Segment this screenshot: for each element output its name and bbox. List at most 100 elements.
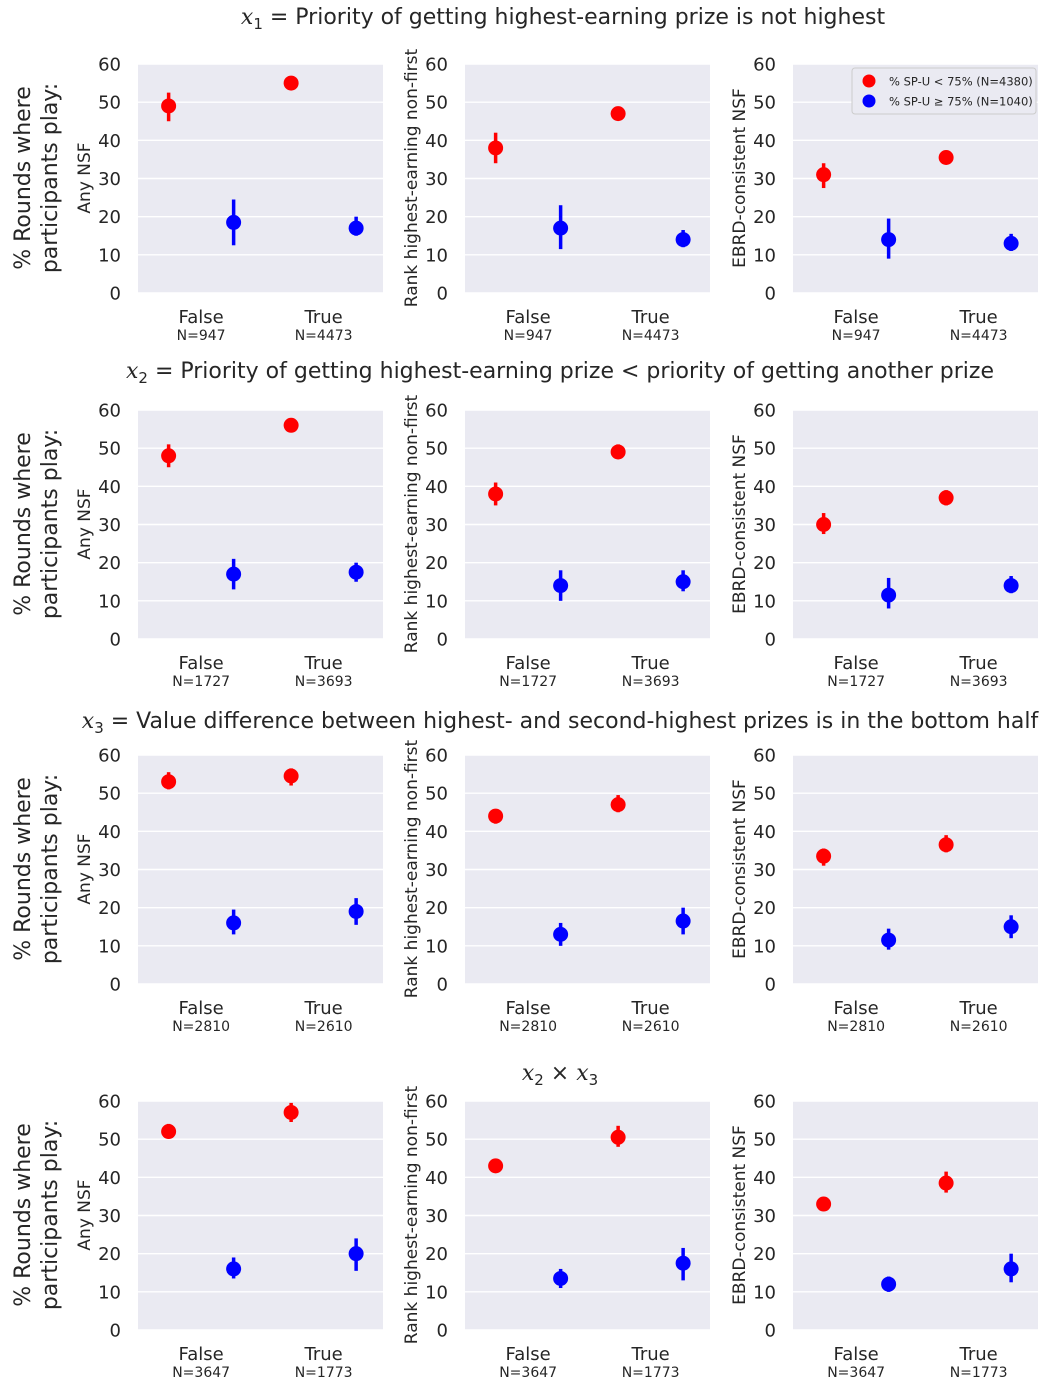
x-tick-count: N=3693 <box>295 674 353 690</box>
x-tick-count: N=3693 <box>950 674 1008 690</box>
data-point <box>488 808 504 824</box>
data-point <box>1003 919 1019 935</box>
legend-box <box>851 67 1037 115</box>
y-tick-label: 60 <box>753 746 776 767</box>
x-tick-label: False <box>506 998 551 1019</box>
y-tick-label: 30 <box>425 515 448 536</box>
x-tick-label: True <box>631 998 670 1019</box>
data-point <box>226 214 242 230</box>
y-tick-label: 20 <box>753 1244 776 1265</box>
row-ylabel: % Rounds whereparticipants play: <box>11 83 63 273</box>
y-tick-label: 30 <box>753 169 776 190</box>
panel-ylabel: EBRD-consistent NSF <box>730 1125 750 1305</box>
data-point <box>610 1129 626 1145</box>
y-tick-label: 20 <box>425 553 448 574</box>
x-tick-label: False <box>506 307 551 328</box>
y-tick-label: 20 <box>425 207 448 228</box>
y-tick-label: 60 <box>425 1092 448 1113</box>
data-point <box>938 1175 954 1191</box>
row-title-subscript: 1 <box>253 15 263 33</box>
y-tick-label: 10 <box>753 245 776 266</box>
data-point <box>816 167 832 183</box>
data-point <box>161 774 177 790</box>
y-tick-label: 0 <box>110 1321 121 1342</box>
data-point <box>675 1255 691 1271</box>
y-tick-label: 10 <box>425 936 448 957</box>
y-tick-label: 40 <box>753 822 776 843</box>
y-tick-label: 0 <box>437 1321 448 1342</box>
data-point <box>553 1270 569 1286</box>
data-point <box>283 75 299 91</box>
y-tick-label: 0 <box>437 975 448 996</box>
y-tick-label: 40 <box>98 1168 121 1189</box>
y-tick-label: 0 <box>110 630 121 651</box>
y-tick-label: 20 <box>98 898 121 919</box>
row-ylabel: % Rounds whereparticipants play: <box>11 429 63 619</box>
x-tick-label: False <box>506 1344 551 1365</box>
y-tick-label: 0 <box>765 630 776 651</box>
panel-ylabel: Any NSF <box>75 142 95 213</box>
chart-row-2: x2 = Priority of getting highest-earning… <box>11 359 1038 690</box>
y-tick-label: 10 <box>753 591 776 612</box>
data-point <box>553 220 569 236</box>
x-tick-count: N=4473 <box>622 328 680 344</box>
data-point <box>938 837 954 853</box>
y-tick-label: 40 <box>98 131 121 152</box>
x-tick-count: N=4473 <box>950 328 1008 344</box>
data-point <box>283 1104 299 1120</box>
y-tick-label: 20 <box>753 207 776 228</box>
x-tick-count: N=2610 <box>950 1019 1008 1035</box>
chart-row-3: x3 = Value difference between highest- a… <box>11 709 1039 1035</box>
x-tick-label: True <box>631 1344 670 1365</box>
y-tick-label: 60 <box>98 55 121 76</box>
y-tick-label: 10 <box>425 591 448 612</box>
x-tick-count: N=947 <box>832 328 881 344</box>
row-title-operator: × <box>544 1061 576 1086</box>
legend-label: % SP-U < 75% (N=4380) <box>889 75 1033 89</box>
x-tick-count: N=2810 <box>499 1019 557 1035</box>
x-tick-count: N=947 <box>504 328 553 344</box>
y-tick-label: 0 <box>765 975 776 996</box>
y-tick-label: 20 <box>425 898 448 919</box>
data-point <box>161 1124 177 1140</box>
y-tick-label: 30 <box>753 515 776 536</box>
x-tick-label: False <box>179 998 224 1019</box>
y-tick-label: 40 <box>753 477 776 498</box>
legend-marker <box>862 74 876 88</box>
x-tick-label: False <box>179 653 224 674</box>
data-point <box>938 490 954 506</box>
y-tick-label: 50 <box>425 784 448 805</box>
data-point <box>226 566 242 582</box>
x-tick-label: True <box>304 307 343 328</box>
y-tick-label: 60 <box>425 746 448 767</box>
y-tick-label: 40 <box>753 1168 776 1189</box>
y-tick-label: 0 <box>765 284 776 305</box>
data-point <box>226 915 242 931</box>
y-tick-label: 40 <box>98 477 121 498</box>
x-tick-label: False <box>179 1344 224 1365</box>
y-tick-label: 50 <box>425 439 448 460</box>
panel-ylabel: Rank highest-earning non-first <box>402 48 422 307</box>
y-tick-label: 60 <box>425 55 448 76</box>
y-tick-label: 40 <box>425 1168 448 1189</box>
data-point <box>1003 1261 1019 1277</box>
y-tick-label: 50 <box>425 93 448 114</box>
y-tick-label: 50 <box>98 1130 121 1151</box>
y-tick-label: 20 <box>753 898 776 919</box>
row-ylabel-line1: % Rounds where <box>11 86 36 270</box>
y-tick-label: 40 <box>425 477 448 498</box>
y-tick-label: 50 <box>753 93 776 114</box>
y-tick-label: 20 <box>98 553 121 574</box>
y-tick-label: 10 <box>425 1282 448 1303</box>
row-ylabel-line2: participants play: <box>38 429 63 619</box>
x-tick-count: N=4473 <box>295 328 353 344</box>
y-tick-label: 20 <box>98 207 121 228</box>
y-tick-label: 0 <box>437 284 448 305</box>
row-title-text: = Priority of getting highest-earning pr… <box>263 5 886 30</box>
y-tick-label: 10 <box>753 1282 776 1303</box>
